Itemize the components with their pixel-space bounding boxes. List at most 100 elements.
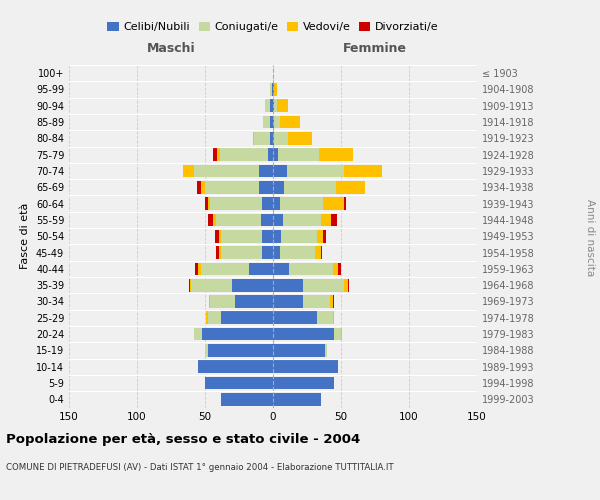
Bar [273,230,281,242]
Bar [274,100,277,112]
Bar [273,116,274,128]
Bar [270,83,272,96]
Bar [281,230,317,242]
Bar [344,279,348,291]
Bar [274,132,288,145]
Bar [273,376,334,390]
Bar [280,116,300,128]
Bar [344,164,382,177]
Bar [208,214,213,226]
Bar [348,279,349,291]
Bar [278,148,319,161]
Bar [213,148,217,161]
Bar [270,116,273,128]
Bar [320,246,322,259]
Bar [315,246,320,259]
Bar [248,262,273,275]
Text: Popolazione per età, sesso e stato civile - 2004: Popolazione per età, sesso e stato civil… [6,432,360,446]
Bar [270,100,273,112]
Bar [284,181,335,194]
Bar [270,132,273,145]
Bar [317,312,333,324]
Bar [334,328,341,340]
Bar [273,279,303,291]
Bar [259,164,273,177]
Bar [273,344,325,357]
Bar [273,262,289,275]
Bar [235,295,273,308]
Bar [211,295,235,308]
Bar [274,116,280,128]
Bar [331,214,337,226]
Bar [201,262,248,275]
Bar [273,312,317,324]
Bar [273,328,334,340]
Bar [262,246,273,259]
Bar [265,100,270,112]
Bar [215,230,218,242]
Bar [323,198,344,210]
Bar [273,132,274,145]
Bar [325,344,328,357]
Bar [202,328,273,340]
Bar [198,262,201,275]
Bar [208,344,273,357]
Bar [259,181,273,194]
Bar [217,148,220,161]
Bar [262,198,273,210]
Text: Maschi: Maschi [146,42,196,55]
Bar [205,344,208,357]
Bar [197,181,201,194]
Text: Anni di nascita: Anni di nascita [585,199,595,276]
Bar [208,312,221,324]
Bar [221,393,273,406]
Bar [194,328,202,340]
Bar [273,360,338,373]
Bar [216,246,218,259]
Bar [253,132,254,145]
Bar [273,246,280,259]
Bar [273,83,274,96]
Bar [283,214,320,226]
Bar [263,116,270,128]
Bar [254,132,270,145]
Bar [218,246,221,259]
Bar [335,181,365,194]
Bar [277,100,288,112]
Bar [208,198,211,210]
Bar [333,262,338,275]
Bar [320,214,331,226]
Bar [280,198,323,210]
Bar [274,83,277,96]
Bar [211,198,262,210]
Bar [205,376,273,390]
Bar [333,312,334,324]
Bar [273,295,303,308]
Bar [201,181,205,194]
Bar [323,230,326,242]
Bar [221,230,262,242]
Bar [221,312,273,324]
Bar [341,328,343,340]
Bar [333,295,334,308]
Bar [220,148,268,161]
Bar [280,246,315,259]
Bar [273,214,283,226]
Bar [273,100,274,112]
Bar [198,360,273,373]
Bar [261,214,273,226]
Bar [183,164,194,177]
Bar [288,132,313,145]
Bar [272,83,273,96]
Bar [344,198,346,210]
Bar [273,393,320,406]
Bar [191,279,232,291]
Y-axis label: Fasce di età: Fasce di età [20,203,30,270]
Bar [287,164,344,177]
Legend: Celibi/Nubili, Coniugati/e, Vedovi/e, Divorziati/e: Celibi/Nubili, Coniugati/e, Vedovi/e, Di… [103,18,443,37]
Bar [268,148,273,161]
Bar [216,214,261,226]
Bar [194,164,259,177]
Bar [273,148,278,161]
Bar [303,279,344,291]
